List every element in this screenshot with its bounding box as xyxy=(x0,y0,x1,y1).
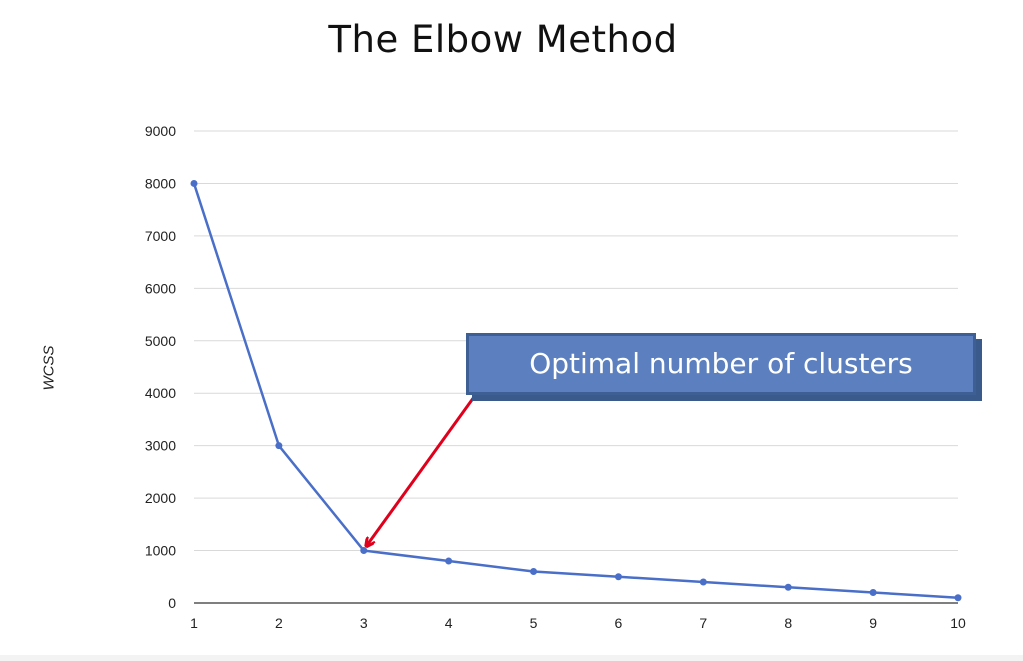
x-tick-label: 2 xyxy=(275,615,283,631)
data-point-k9 xyxy=(869,589,877,597)
x-tick-label: 8 xyxy=(784,615,792,631)
data-point-k4 xyxy=(445,557,453,565)
data-point-k10 xyxy=(954,594,962,602)
annotation-arrow xyxy=(367,396,476,546)
optimal-clusters-callout: Optimal number of clusters xyxy=(466,333,976,395)
y-tick-label: 7000 xyxy=(145,228,176,244)
data-point-k5 xyxy=(530,568,538,576)
data-point-k2 xyxy=(275,442,283,450)
series-wcss xyxy=(190,179,962,602)
data-point-k7 xyxy=(699,578,707,586)
y-tick-label: 9000 xyxy=(145,123,176,139)
y-tick-label: 3000 xyxy=(145,438,176,454)
y-tick-label: 8000 xyxy=(145,175,176,191)
x-tick-label: 9 xyxy=(869,615,877,631)
x-tick-label: 5 xyxy=(530,615,538,631)
y-tick-label: 4000 xyxy=(145,385,176,401)
x-tick-label: 10 xyxy=(950,615,966,631)
chart-title: The Elbow Method xyxy=(328,18,678,61)
y-tick-label: 5000 xyxy=(145,333,176,349)
y-tick-labels: 0 1000 2000 3000 4000 5000 6000 7000 8000 9000 xyxy=(145,123,176,611)
data-point-k3 xyxy=(360,547,368,555)
gridlines xyxy=(194,130,958,604)
data-point-k1 xyxy=(190,179,198,187)
x-tick-label: 4 xyxy=(445,615,453,631)
x-tick-label: 1 xyxy=(190,615,198,631)
x-tick-labels: 1 2 3 4 5 6 7 8 9 10 xyxy=(190,615,966,631)
y-tick-label: 2000 xyxy=(145,490,176,506)
y-tick-label: 0 xyxy=(168,595,176,611)
arrow-line xyxy=(367,396,476,546)
data-point-k8 xyxy=(784,583,792,591)
bottom-strip xyxy=(0,655,1023,661)
x-tick-label: 7 xyxy=(699,615,707,631)
series-line xyxy=(192,183,959,600)
x-tick-label: 6 xyxy=(615,615,623,631)
y-tick-label: 6000 xyxy=(145,280,176,296)
x-tick-label: 3 xyxy=(360,615,368,631)
y-tick-label: 1000 xyxy=(145,543,176,559)
data-point-k6 xyxy=(614,573,622,581)
